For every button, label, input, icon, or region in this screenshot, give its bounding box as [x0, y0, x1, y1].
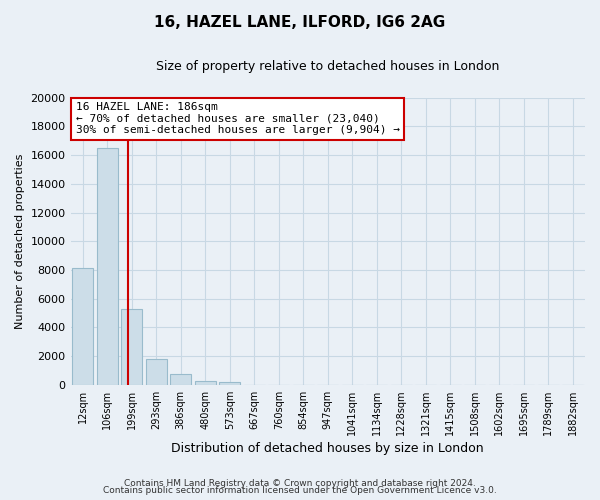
X-axis label: Distribution of detached houses by size in London: Distribution of detached houses by size … — [172, 442, 484, 455]
Bar — [195, 380, 215, 384]
Bar — [170, 374, 191, 384]
Bar — [73, 268, 93, 384]
Bar — [121, 308, 142, 384]
Bar — [220, 382, 240, 384]
Title: Size of property relative to detached houses in London: Size of property relative to detached ho… — [156, 60, 499, 73]
Text: 16, HAZEL LANE, ILFORD, IG6 2AG: 16, HAZEL LANE, ILFORD, IG6 2AG — [154, 15, 446, 30]
Text: Contains HM Land Registry data © Crown copyright and database right 2024.: Contains HM Land Registry data © Crown c… — [124, 478, 476, 488]
Text: 16 HAZEL LANE: 186sqm
← 70% of detached houses are smaller (23,040)
30% of semi-: 16 HAZEL LANE: 186sqm ← 70% of detached … — [76, 102, 400, 136]
Bar — [97, 148, 118, 384]
Bar — [146, 359, 167, 384]
Text: Contains public sector information licensed under the Open Government Licence v3: Contains public sector information licen… — [103, 486, 497, 495]
Y-axis label: Number of detached properties: Number of detached properties — [15, 154, 25, 329]
